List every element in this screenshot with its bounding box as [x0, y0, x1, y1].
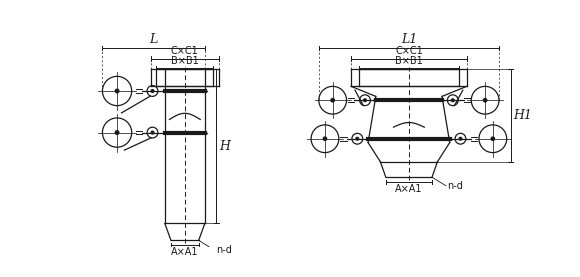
Text: B×B1: B×B1	[171, 56, 199, 66]
Circle shape	[459, 137, 462, 140]
Circle shape	[491, 137, 495, 140]
Text: C×C1: C×C1	[171, 46, 199, 56]
Circle shape	[356, 137, 358, 140]
Circle shape	[115, 131, 119, 134]
Text: L1: L1	[401, 33, 417, 45]
Text: H: H	[219, 140, 230, 153]
Text: C×C1: C×C1	[395, 46, 423, 56]
Circle shape	[151, 90, 154, 92]
Circle shape	[331, 99, 334, 102]
Circle shape	[451, 99, 454, 102]
Text: n-d: n-d	[447, 181, 462, 191]
Text: L: L	[150, 33, 158, 45]
Circle shape	[115, 89, 119, 93]
Text: H1: H1	[514, 109, 532, 122]
Circle shape	[364, 99, 367, 102]
Circle shape	[151, 131, 154, 134]
Text: A×A1: A×A1	[395, 184, 423, 194]
Text: n-d: n-d	[216, 245, 231, 255]
Circle shape	[323, 137, 327, 140]
Text: B×B1: B×B1	[395, 56, 423, 66]
Circle shape	[484, 99, 487, 102]
Text: A×A1: A×A1	[171, 247, 198, 257]
